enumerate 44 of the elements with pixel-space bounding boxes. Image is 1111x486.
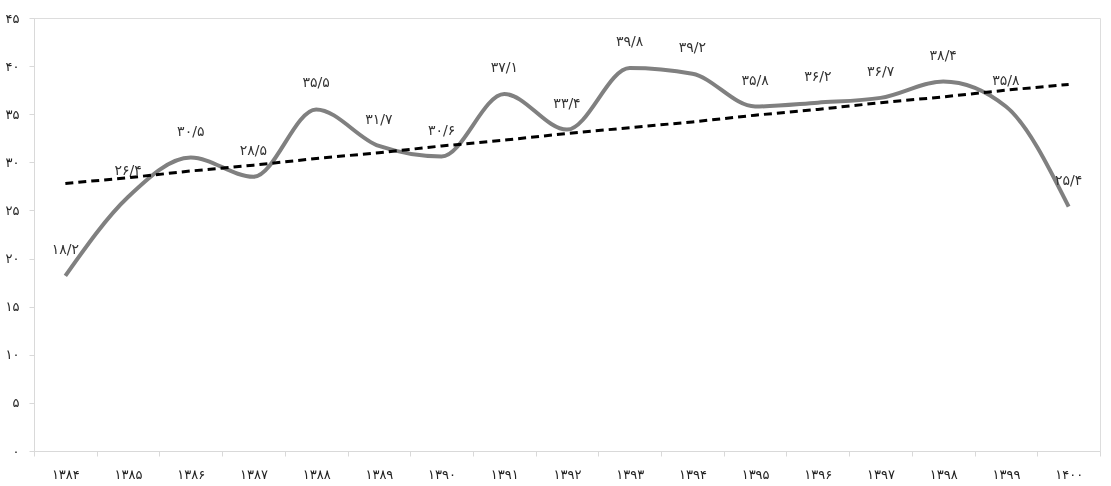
x-tick-label: ۱۳۹۷ bbox=[867, 466, 896, 482]
data-label: ۳۱/۷ bbox=[365, 110, 393, 127]
y-tick-label: ۱۰ bbox=[5, 347, 20, 363]
x-tick-label: ۱۳۸۸ bbox=[302, 466, 331, 482]
data-label: ۳۵/۸ bbox=[741, 71, 770, 88]
x-tick-label: ۱۳۹۰ bbox=[428, 466, 457, 482]
data-label: ۳۹/۸ bbox=[616, 33, 644, 50]
x-tick-label: ۱۳۸۷ bbox=[240, 466, 268, 482]
y-tick-label: ۴۰ bbox=[5, 58, 20, 74]
x-tick-label: ۱۳۹۵ bbox=[741, 466, 770, 482]
data-label: ۳۷/۱ bbox=[490, 59, 518, 76]
x-tick-label: ۱۳۹۸ bbox=[929, 466, 958, 482]
x-tick-label: ۱۳۹۳ bbox=[616, 466, 645, 482]
y-tick-label: ۰ bbox=[12, 443, 20, 459]
data-label: ۳۶/۷ bbox=[866, 62, 895, 79]
data-label: ۱۸/۲ bbox=[51, 240, 79, 257]
y-tick-label: ۲۵ bbox=[5, 202, 20, 218]
y-tick-label: ۴۵ bbox=[5, 10, 20, 26]
data-label: ۲۶/۴ bbox=[114, 161, 142, 178]
data-label: ۲۸/۵ bbox=[239, 141, 268, 158]
y-tick-label: ۳۵ bbox=[5, 106, 20, 122]
data-label: ۲۵/۴ bbox=[1055, 171, 1083, 188]
y-tick-label: ۱۵ bbox=[5, 299, 20, 315]
x-tick-label: ۱۴۰۰ bbox=[1055, 466, 1084, 482]
data-label: ۳۸/۴ bbox=[929, 46, 957, 63]
data-label: ۳۵/۵ bbox=[302, 74, 330, 91]
y-tick-label: ۵ bbox=[12, 395, 20, 411]
y-tick-label: ۳۰ bbox=[5, 154, 20, 170]
x-tick-label: ۱۳۹۱ bbox=[490, 466, 519, 482]
data-label: ۳۳/۴ bbox=[553, 94, 581, 111]
y-tick-label: ۲۰ bbox=[5, 251, 20, 267]
data-label: ۳۹/۲ bbox=[678, 38, 707, 55]
x-tick-label: ۱۳۸۶ bbox=[177, 466, 206, 482]
x-tick-label: ۱۳۸۹ bbox=[365, 466, 394, 482]
x-tick-label: ۱۳۹۴ bbox=[678, 466, 707, 482]
x-tick-label: ۱۳۹۲ bbox=[553, 466, 582, 482]
data-label: ۳۰/۵ bbox=[177, 122, 205, 139]
x-tick-label: ۱۳۹۶ bbox=[804, 466, 833, 482]
x-tick-label: ۱۳۹۹ bbox=[992, 466, 1021, 482]
x-tick-label: ۱۳۸۴ bbox=[51, 466, 80, 482]
data-label: ۳۰/۶ bbox=[427, 121, 456, 138]
data-label: ۳۵/۸ bbox=[992, 71, 1021, 88]
data-label: ۳۶/۲ bbox=[804, 67, 832, 84]
x-tick-label: ۱۳۸۵ bbox=[114, 466, 143, 482]
